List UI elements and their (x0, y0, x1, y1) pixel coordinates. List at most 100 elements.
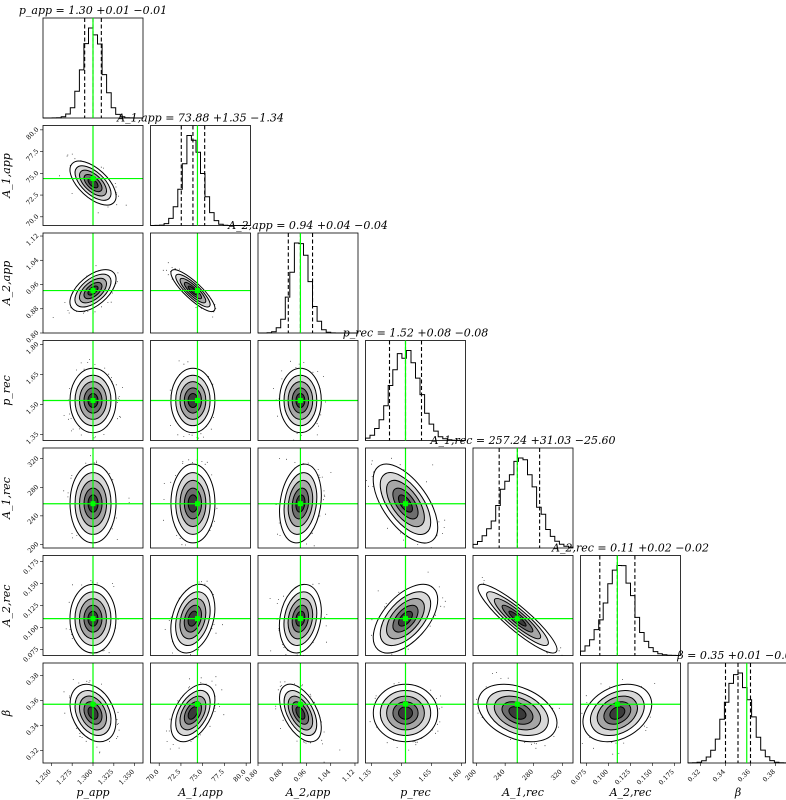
y-tick-label: 0.32 (25, 746, 41, 762)
y-tick-label: 200 (26, 540, 40, 554)
scatter-p_rec-A1_rec (365, 447, 466, 549)
x-tick-label: 280 (521, 768, 535, 782)
panel-frame (687, 662, 786, 764)
y-tick-label: 1.35 (25, 430, 41, 446)
panel-frame (150, 125, 251, 226)
x-tick-label: 0.175 (657, 768, 676, 787)
y-tick-label: 0.88 (24, 305, 40, 321)
truth-marker (297, 398, 303, 403)
histogram-title: A_1,app = 73.88 +1.35 −1.34 (116, 112, 284, 125)
truth-marker (297, 501, 303, 507)
panel-frame (257, 662, 359, 764)
y-tick-label: 280 (26, 483, 40, 497)
scatter-p_app-A2_app (42, 232, 144, 334)
histogram-title: A_1,rec = 257.24 +31.03 −25.60 (430, 434, 616, 447)
x-tick-label: 0.36 (736, 768, 752, 784)
truth-marker (194, 398, 200, 403)
panel-frame (472, 555, 574, 656)
scatter-A2_rec-beta (580, 662, 681, 764)
x-tick-label: 1.04 (316, 768, 332, 784)
x-tick-label: 0.125 (613, 768, 632, 787)
histogram-steps (687, 672, 786, 764)
y-tick-label: 1.65 (25, 370, 41, 386)
scatter-A1_app-beta (150, 662, 251, 764)
truth-marker (614, 701, 620, 707)
x-tick-label: 0.80 (244, 768, 260, 784)
y-tick-label: 0.96 (25, 280, 41, 296)
truth-marker (194, 616, 200, 622)
y-tick-label: 1.12 (25, 232, 41, 248)
panel-frame (42, 447, 144, 549)
x-tick-label: 1.250 (34, 768, 53, 787)
panel-frame (365, 447, 466, 549)
panel-frame (257, 555, 359, 656)
panel-frame (42, 340, 144, 441)
panel-frame (150, 340, 251, 441)
truth-marker (297, 616, 303, 622)
x-tick-label: 1.12 (340, 768, 356, 784)
x-tick-label: 1.65 (417, 768, 433, 784)
scatter-p_app-A1_rec (42, 447, 144, 549)
panel-frame (150, 232, 251, 334)
x-tick-label: 1.325 (96, 768, 115, 787)
y-tick-label: 1.04 (24, 256, 40, 272)
scatter-A1_app-A2_rec (150, 555, 251, 656)
histogram-title: p_rec = 1.52 +0.08 −0.08 (343, 327, 489, 340)
panel-frame (150, 447, 251, 549)
truth-marker (194, 501, 200, 507)
histogram-p_rec (365, 340, 466, 441)
panel-frame (42, 125, 144, 226)
x-tick-label: 0.100 (591, 768, 610, 787)
truth-marker (514, 701, 520, 707)
panel-frame (150, 555, 251, 656)
histogram-steps (258, 242, 358, 334)
truth-marker (403, 616, 408, 622)
histogram-title: β = 0.35 +0.01 −0.01 (676, 649, 786, 662)
y-tick-label: 240 (26, 512, 40, 526)
scatter-p_app-A1_app (42, 125, 144, 226)
y-axis-label-A2_app: A_2,app (0, 261, 13, 307)
truth-marker (90, 701, 96, 707)
y-tick-label: 70.0 (25, 213, 41, 229)
panel-frame (257, 340, 359, 441)
y-tick-label: 75.0 (25, 169, 41, 185)
x-axis-label-A1_app: A_1,app (177, 786, 223, 799)
scatter-A1_rec-beta (472, 662, 574, 764)
x-tick-label: 0.38 (761, 768, 777, 784)
y-tick-label: 72.5 (24, 191, 40, 207)
x-tick-label: 70.0 (145, 768, 161, 784)
panel-frame (472, 662, 574, 764)
histogram-title: A_2,rec = 0.11 +0.02 −0.02 (551, 542, 709, 555)
scatter-p_app-beta (42, 662, 144, 764)
x-tick-label: 0.150 (635, 768, 654, 787)
scatter-p_app-A2_rec (42, 555, 144, 656)
panel-frame (365, 555, 466, 656)
truth-marker (403, 701, 408, 707)
y-axis-label-A1_rec: A_1,rec (0, 477, 13, 520)
truth-marker (90, 176, 96, 182)
histogram-p_app (42, 17, 144, 119)
x-axis-label-p_app: p_app (76, 786, 109, 799)
histogram-A2_app (257, 232, 359, 334)
y-tick-label: 0.175 (22, 557, 41, 576)
y-tick-label: 0.075 (22, 645, 41, 664)
truth-marker (194, 288, 200, 294)
scatter-p_rec-beta (365, 662, 466, 764)
x-axis-label-beta: β (734, 786, 741, 799)
y-tick-label: 80.0 (25, 126, 41, 142)
histogram-A1_rec (472, 447, 574, 549)
scatter-A2_app-p_rec (257, 340, 359, 441)
scatter-A1_app-p_rec (150, 340, 251, 441)
y-axis-label-A1_app: A_1,app (0, 153, 13, 199)
x-axis-label-A2_app: A_2,app (285, 786, 331, 799)
panel-frame (472, 447, 574, 549)
panel-frame (365, 340, 466, 441)
truth-marker (194, 701, 200, 707)
labels-layer: p_app = 1.30 +0.01 −0.01 A_1,app = 73.88 … (0, 4, 786, 799)
x-axis-label-A2_rec: A_2,rec (609, 786, 652, 799)
panel-frame (42, 232, 144, 334)
x-tick-label: 0.96 (292, 768, 308, 784)
scatter-A1_rec-A2_rec (472, 555, 574, 656)
x-tick-label: 75.0 (188, 768, 204, 784)
